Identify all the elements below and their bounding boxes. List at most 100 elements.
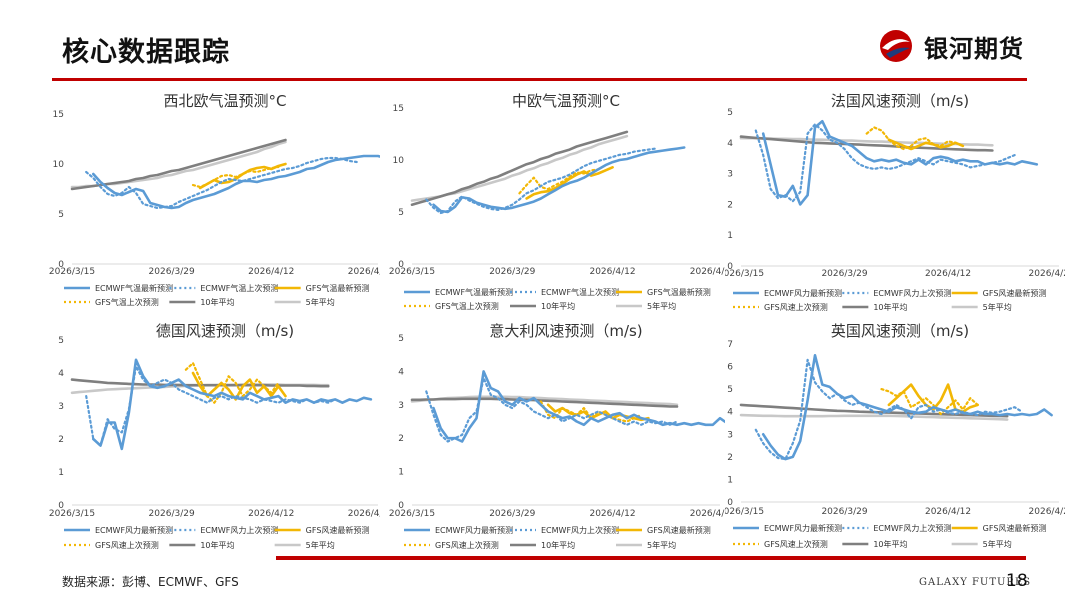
legend-label: ECMWF气温上次预测 — [541, 287, 619, 297]
x-tick-label: 2026/4/12 — [589, 267, 635, 277]
footer-brand: GALAXY FUTURES — [919, 577, 1032, 588]
series-line-0 — [432, 146, 686, 214]
y-tick-label: 0 — [727, 498, 733, 508]
logo-text: 银河期货 — [924, 34, 1024, 63]
legend-label: 10年平均 — [200, 297, 234, 307]
x-tick-label: 2026/4/26 — [690, 267, 725, 277]
y-tick-label: 6 — [727, 363, 733, 373]
y-tick-label: 5 — [727, 385, 733, 395]
y-tick-label: 10 — [53, 160, 65, 170]
y-tick-label: 2 — [398, 434, 404, 444]
series-line-3 — [184, 361, 280, 404]
x-tick-label: 2026/4/26 — [690, 509, 725, 519]
legend-label: GFS气温最新预测 — [306, 283, 370, 293]
chart-title: 法国风速预测（m/s) — [831, 92, 969, 110]
y-tick-label: 3 — [727, 430, 733, 440]
y-tick-label: 5 — [58, 210, 64, 220]
y-tick-label: 0 — [727, 262, 733, 272]
x-tick-label: 2026/3/15 — [725, 507, 764, 517]
footer-rule — [276, 556, 1026, 560]
legend-label: 10年平均 — [873, 302, 907, 312]
y-tick-label: 2 — [58, 435, 64, 445]
y-tick-label: 1 — [727, 475, 733, 485]
y-tick-label: 7 — [727, 340, 733, 350]
x-tick-label: 2026/4/26 — [1029, 507, 1065, 517]
y-tick-label: 0 — [58, 501, 64, 511]
series-line-3 — [880, 387, 979, 416]
y-tick-label: 5 — [58, 336, 64, 346]
y-tick-label: 3 — [58, 402, 64, 412]
y-tick-label: 5 — [398, 208, 404, 218]
x-tick-label: 2026/3/15 — [389, 267, 435, 277]
x-tick-label: 2026/4/12 — [248, 509, 294, 519]
y-tick-label: 2 — [727, 200, 733, 210]
series-line-1 — [754, 123, 1016, 203]
chart-italy-wind: 意大利风速预测（m/s) 0 1 2 3 4 5 2026/3/15 2026/3/29 2026… — [389, 322, 725, 550]
series-line-3 — [518, 164, 607, 195]
x-tick-label: 2026/3/29 — [149, 267, 195, 277]
x-tick-label: 2026/3/29 — [149, 509, 195, 519]
legend-label: GFS气温最新预测 — [647, 287, 711, 297]
x-tick-label: 2026/3/15 — [49, 509, 95, 519]
x-tick-label: 2026/4/26 — [1029, 269, 1065, 279]
x-tick-label: 2026/3/29 — [489, 509, 535, 519]
y-tick-label: 3 — [398, 401, 404, 411]
legend-label: 5年平均 — [647, 540, 676, 550]
series-line-1 — [425, 376, 679, 443]
y-tick-label: 5 — [398, 334, 404, 344]
legend-label: ECMWF风力上次预测 — [200, 525, 278, 535]
legend-label: ECMWF风力最新预测 — [764, 288, 842, 298]
series-line-0 — [91, 358, 373, 451]
legend-label: 5年平均 — [306, 540, 335, 550]
page-number: 18 — [1006, 571, 1028, 591]
legend-label: GFS风速上次预测 — [764, 302, 828, 312]
chart-title: 西北欧气温预测°C — [164, 92, 287, 110]
x-tick-label: 2026/3/15 — [49, 267, 95, 277]
legend-label: 5年平均 — [983, 302, 1012, 312]
x-tick-label: 2026/3/29 — [821, 507, 867, 517]
legend-label: 5年平均 — [983, 539, 1012, 549]
legend-label: GFS风速上次预测 — [95, 540, 159, 550]
series-line-4 — [410, 397, 679, 408]
legend-label: GFS风速最新预测 — [647, 525, 711, 535]
legend-label: ECMWF气温最新预测 — [95, 283, 173, 293]
y-tick-label: 1 — [727, 231, 733, 241]
header-rule — [52, 78, 1027, 81]
legend-label: GFS风速最新预测 — [983, 523, 1047, 533]
y-tick-label: 4 — [727, 139, 733, 149]
series-line-0 — [761, 119, 1039, 206]
series-line-4 — [739, 135, 994, 152]
legend-label: 10年平均 — [541, 540, 575, 550]
legend-label: 10年平均 — [200, 540, 234, 550]
y-tick-label: 4 — [398, 367, 404, 377]
chart-germany-wind: 德国风速预测（m/s) 0 1 2 3 4 5 2026/3/15 2026/3/29 2026/… — [49, 322, 380, 550]
x-tick-label: 2026/4/12 — [248, 267, 294, 277]
y-tick-label: 3 — [727, 170, 733, 180]
y-tick-label: 15 — [53, 110, 64, 120]
legend-label: 10年平均 — [541, 301, 575, 311]
x-tick-label: 2026/3/15 — [389, 509, 435, 519]
x-tick-label: 2026/4/12 — [925, 507, 971, 517]
legend-label: ECMWF气温最新预测 — [435, 287, 513, 297]
legend-label: GFS风速上次预测 — [764, 539, 828, 549]
legend-label: GFS气温上次预测 — [435, 301, 499, 311]
series-line-4 — [410, 130, 629, 206]
legend-label: ECMWF风力最新预测 — [95, 525, 173, 535]
series-line-1 — [754, 358, 1024, 461]
y-tick-label: 4 — [58, 369, 64, 379]
chart-nw-europe-temp: 西北欧气温预测°C 0 5 10 15 2026/3/15 2026/3/29 2026/4/… — [49, 92, 380, 307]
y-tick-label: 1 — [398, 468, 404, 478]
legend-label: GFS风速最新预测 — [306, 525, 370, 535]
x-tick-label: 2026/4/12 — [925, 269, 971, 279]
y-tick-label: 5 — [727, 108, 733, 118]
series-line-0 — [432, 370, 725, 443]
legend-label: ECMWF风力上次预测 — [541, 525, 619, 535]
x-tick-label: 2026/4/12 — [589, 509, 635, 519]
y-tick-label: 4 — [727, 408, 733, 418]
page-title: 核心数据跟踪 — [62, 37, 230, 68]
logo: 银河期货 — [876, 28, 1024, 64]
y-tick-label: 0 — [398, 501, 404, 511]
legend-label: GFS风速最新预测 — [983, 288, 1047, 298]
series-line-0 — [91, 154, 380, 210]
series-line-2 — [546, 403, 650, 422]
